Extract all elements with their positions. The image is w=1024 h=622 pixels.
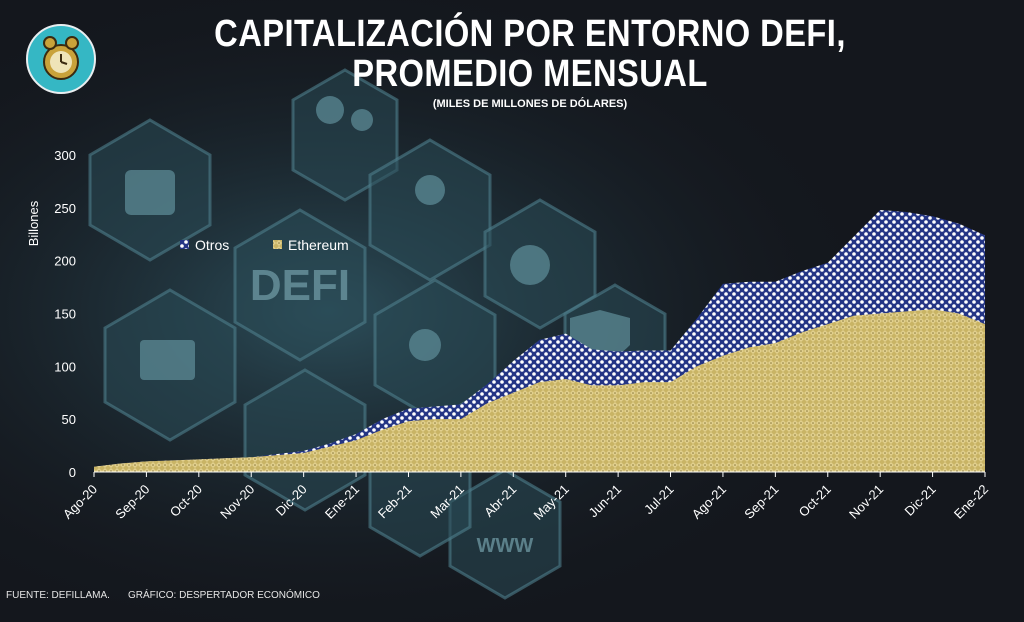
alarm-clock-logo bbox=[26, 24, 96, 94]
x-tick-label: May-21 bbox=[531, 482, 572, 523]
y-tick-label: 200 bbox=[54, 254, 76, 269]
x-tick-label: Jul-21 bbox=[641, 482, 677, 518]
chart-title: CAPITALIZACIÓN POR ENTORNO DEFI, PROMEDI… bbox=[195, 14, 866, 94]
people-icon bbox=[409, 329, 441, 361]
x-tick-label: Nov-20 bbox=[217, 482, 257, 522]
x-tick-label: Dic-21 bbox=[902, 482, 939, 519]
x-axis: Ago-20 Sep-20 Oct-20 Nov-20 Dic-20 Ene-21 Feb-… bbox=[60, 471, 991, 523]
brain-chip-icon bbox=[125, 170, 175, 215]
x-tick-label: Nov-21 bbox=[846, 482, 886, 522]
legend-swatch bbox=[180, 240, 189, 249]
x-tick-label: Feb-21 bbox=[375, 482, 415, 522]
legend: Otros Ethereum bbox=[180, 237, 349, 253]
x-tick-label: Ago-20 bbox=[60, 482, 100, 522]
monitor-code-icon bbox=[140, 340, 195, 380]
x-tick-label: Dic-20 bbox=[273, 482, 310, 519]
y-axis-title: Billones bbox=[26, 200, 41, 246]
x-tick-label: Jun-21 bbox=[586, 482, 625, 521]
hexagon bbox=[233, 208, 367, 362]
gear-icon bbox=[351, 109, 373, 131]
y-tick-label: 250 bbox=[54, 201, 76, 216]
y-tick-label: 50 bbox=[62, 412, 76, 427]
brain-icon bbox=[510, 245, 550, 285]
x-tick-label: Sep-20 bbox=[112, 482, 152, 522]
x-tick-label: Oct-20 bbox=[167, 482, 205, 520]
footer-source: FUENTE: DEFILLAMA. bbox=[6, 590, 110, 601]
lightbulb-icon bbox=[415, 175, 445, 205]
chart-title-line-1: CAPITALIZACIÓN POR ENTORNO DEFI, bbox=[214, 13, 846, 55]
chart-subtitle: (MILES DE MILLONES DE DÓLARES) bbox=[432, 98, 628, 110]
x-tick-label: Mar-21 bbox=[427, 482, 467, 522]
x-tick-label: Oct-21 bbox=[796, 482, 834, 520]
www-hex-label: WWW bbox=[477, 535, 534, 557]
x-tick-label: Abr-21 bbox=[481, 482, 519, 520]
y-axis: 0 50 100 150 200 250 300 Billones bbox=[26, 148, 76, 480]
gear-icon bbox=[316, 96, 344, 124]
area-ethereum bbox=[94, 309, 985, 472]
defi-hex-label: DEFI bbox=[250, 261, 350, 310]
x-tick-label: Ene-21 bbox=[322, 482, 362, 522]
legend-label: Otros bbox=[195, 237, 229, 253]
y-tick-label: 0 bbox=[69, 465, 76, 480]
x-tick-label: Ene-22 bbox=[951, 482, 991, 522]
legend-label: Ethereum bbox=[288, 237, 349, 253]
y-tick-label: 100 bbox=[54, 359, 76, 374]
y-tick-label: 300 bbox=[54, 148, 76, 163]
y-tick-label: 150 bbox=[54, 307, 76, 322]
x-tick-label: Ago-21 bbox=[689, 482, 729, 522]
footer-credit: GRÁFICO: DESPERTADOR ECONÓMICO bbox=[128, 590, 320, 601]
hexagon bbox=[368, 138, 492, 282]
x-tick-label: Sep-21 bbox=[741, 482, 781, 522]
plot-area bbox=[94, 209, 985, 473]
hexagon bbox=[243, 368, 367, 512]
legend-swatch bbox=[273, 240, 282, 249]
chart-title-line-2: PROMEDIO MENSUAL bbox=[352, 53, 708, 95]
